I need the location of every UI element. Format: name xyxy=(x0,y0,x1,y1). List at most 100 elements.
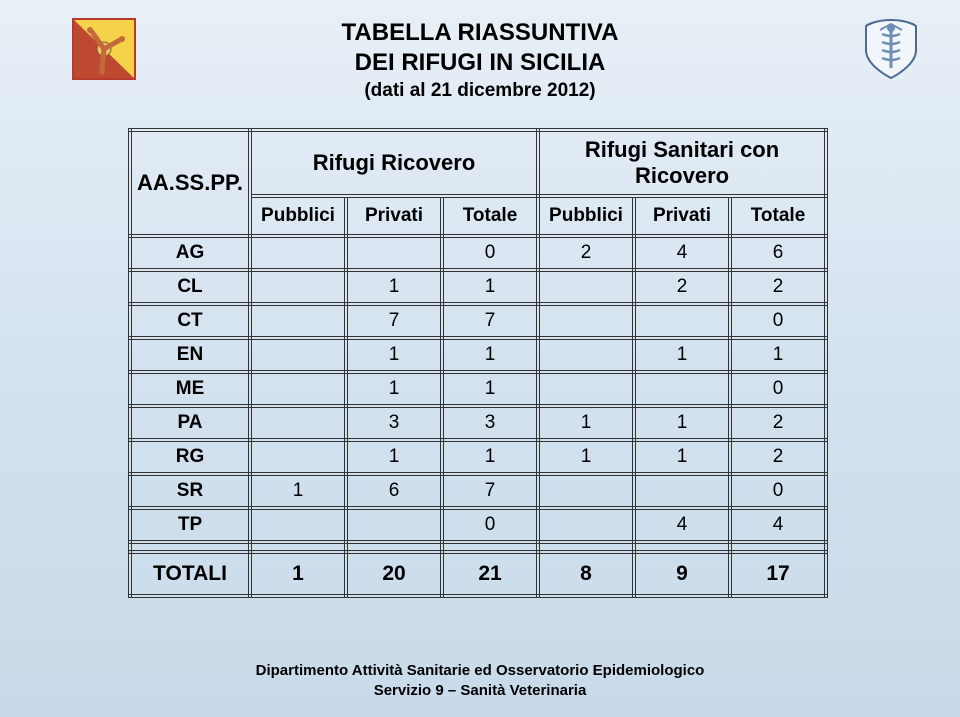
table-cell: 2 xyxy=(730,270,826,304)
table-row: ME110 xyxy=(130,372,826,406)
table-cell xyxy=(538,474,634,508)
spacer-cell xyxy=(442,542,538,552)
table-cell: 1 xyxy=(634,440,730,474)
spacer-cell xyxy=(130,542,250,552)
table-cell xyxy=(346,508,442,542)
table-cell: 6 xyxy=(730,236,826,270)
totals-row: TOTALI120218917 xyxy=(130,552,826,596)
table-cell xyxy=(538,304,634,338)
table-cell: 0 xyxy=(442,508,538,542)
table-row: SR167 0 xyxy=(130,474,826,508)
table-cell: 2 xyxy=(730,406,826,440)
table-cell: 2 xyxy=(730,440,826,474)
spacer-cell xyxy=(634,542,730,552)
title-line-2: DEI RIFUGI IN SICILIA xyxy=(0,48,960,78)
table-cell: 2 xyxy=(538,236,634,270)
table-cell xyxy=(250,236,346,270)
title-line-1: TABELLA RIASSUNTIVA xyxy=(0,18,960,48)
table-cell xyxy=(250,304,346,338)
subheader-cell: Totale xyxy=(442,196,538,236)
table-cell: 0 xyxy=(730,304,826,338)
table-cell xyxy=(250,270,346,304)
row-label: SR xyxy=(130,474,250,508)
table-cell xyxy=(346,236,442,270)
totals-cell: 1 xyxy=(250,552,346,596)
spacer-cell xyxy=(730,542,826,552)
table-cell: 7 xyxy=(442,474,538,508)
group-header-ricovero: Rifugi Ricovero xyxy=(250,130,538,196)
table-cell: 1 xyxy=(346,440,442,474)
table-cell: 4 xyxy=(634,236,730,270)
table-row: AG0246 xyxy=(130,236,826,270)
row-label: AG xyxy=(130,236,250,270)
footer-line-2: Servizio 9 – Sanità Veterinaria xyxy=(0,681,960,701)
table-cell xyxy=(538,338,634,372)
table-cell: 4 xyxy=(634,508,730,542)
table-row: EN1111 xyxy=(130,338,826,372)
table-cell: 1 xyxy=(442,270,538,304)
spacer-cell xyxy=(250,542,346,552)
corner-header: AA.SS.PP. xyxy=(130,130,250,236)
table-cell xyxy=(538,270,634,304)
row-label: PA xyxy=(130,406,250,440)
summary-table-container: AA.SS.PP. Rifugi Ricovero Rifugi Sanitar… xyxy=(128,128,828,598)
table-cell xyxy=(634,372,730,406)
table-cell: 1 xyxy=(634,406,730,440)
row-label: RG xyxy=(130,440,250,474)
totals-cell: 8 xyxy=(538,552,634,596)
row-label: ME xyxy=(130,372,250,406)
table-row: RG11112 xyxy=(130,440,826,474)
row-label: TP xyxy=(130,508,250,542)
table-cell: 1 xyxy=(442,338,538,372)
table-cell xyxy=(634,474,730,508)
table-cell: 4 xyxy=(730,508,826,542)
table-cell: 1 xyxy=(346,270,442,304)
table-cell: 1 xyxy=(442,440,538,474)
subheader-cell: Totale xyxy=(730,196,826,236)
table-cell: 1 xyxy=(346,338,442,372)
table-cell xyxy=(538,508,634,542)
subheader-cell: Privati xyxy=(346,196,442,236)
spacer-row xyxy=(130,542,826,552)
page-title-block: TABELLA RIASSUNTIVA DEI RIFUGI IN SICILI… xyxy=(0,18,960,102)
table-cell: 3 xyxy=(442,406,538,440)
footer-line-1: Dipartimento Attività Sanitarie ed Osser… xyxy=(0,661,960,681)
table-cell xyxy=(250,406,346,440)
subheader-cell: Pubblici xyxy=(538,196,634,236)
table-row: PA33112 xyxy=(130,406,826,440)
table-cell: 7 xyxy=(346,304,442,338)
subheader-cell: Pubblici xyxy=(250,196,346,236)
table-cell: 1 xyxy=(442,372,538,406)
table-cell: 6 xyxy=(346,474,442,508)
table-body: AG0246CL1122CT770EN1111ME110PA33112RG111… xyxy=(130,236,826,596)
row-label: CT xyxy=(130,304,250,338)
totals-cell: 21 xyxy=(442,552,538,596)
table-cell xyxy=(634,304,730,338)
spacer-cell xyxy=(538,542,634,552)
table-cell: 1 xyxy=(730,338,826,372)
table-row: CT770 xyxy=(130,304,826,338)
group-header-sanitari: Rifugi Sanitari con Ricovero xyxy=(538,130,826,196)
row-label: EN xyxy=(130,338,250,372)
table-cell: 1 xyxy=(634,338,730,372)
totals-cell: 17 xyxy=(730,552,826,596)
table-cell xyxy=(250,440,346,474)
row-label: CL xyxy=(130,270,250,304)
summary-table: AA.SS.PP. Rifugi Ricovero Rifugi Sanitar… xyxy=(128,128,828,598)
table-cell xyxy=(250,372,346,406)
table-cell xyxy=(250,338,346,372)
totals-label: TOTALI xyxy=(130,552,250,596)
table-row: TP 0 44 xyxy=(130,508,826,542)
table-cell xyxy=(538,372,634,406)
table-cell xyxy=(250,508,346,542)
table-cell: 1 xyxy=(250,474,346,508)
page-footer: Dipartimento Attività Sanitarie ed Osser… xyxy=(0,661,960,702)
table-cell: 3 xyxy=(346,406,442,440)
totals-cell: 20 xyxy=(346,552,442,596)
subheader-cell: Privati xyxy=(634,196,730,236)
spacer-cell xyxy=(346,542,442,552)
table-cell: 1 xyxy=(538,406,634,440)
totals-cell: 9 xyxy=(634,552,730,596)
table-cell: 1 xyxy=(538,440,634,474)
table-cell: 0 xyxy=(730,474,826,508)
